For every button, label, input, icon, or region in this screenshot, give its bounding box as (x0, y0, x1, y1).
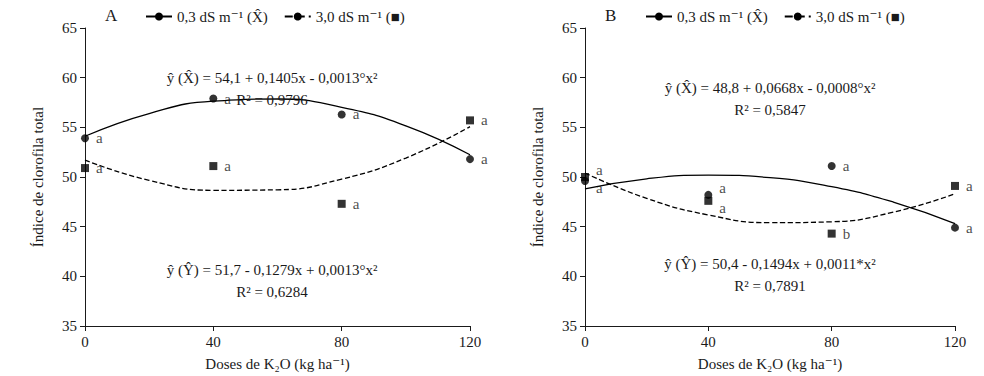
svg-text:B: B (605, 6, 616, 25)
svg-text:Índice de clorofila total: Índice de clorofila total (530, 107, 546, 247)
svg-text:35: 35 (562, 318, 577, 334)
svg-text:0,3 dS m⁻¹ (X̂): 0,3 dS m⁻¹ (X̂) (177, 9, 268, 26)
svg-text:50: 50 (62, 169, 77, 185)
svg-text:a: a (353, 196, 360, 212)
svg-text:a: a (719, 180, 726, 196)
svg-text:45: 45 (62, 219, 77, 235)
svg-text:40: 40 (701, 334, 716, 350)
svg-text:55: 55 (562, 119, 577, 135)
svg-text:ŷ (X̂) = 48,8 + 0,0668x - 0,00: ŷ (X̂) = 48,8 + 0,0668x - 0,0008°x² (665, 80, 876, 97)
svg-text:ŷ (Ŷ) = 51,7 - 0,1279x + 0,001: ŷ (Ŷ) = 51,7 - 0,1279x + 0,0013°x² (167, 262, 378, 279)
svg-text:a: a (96, 130, 103, 146)
svg-text:Doses de K₂O (kg ha⁻¹): Doses de K₂O (kg ha⁻¹) (205, 356, 349, 373)
svg-text:45: 45 (562, 219, 577, 235)
svg-text:a: a (96, 160, 103, 176)
svg-text:a: a (596, 162, 603, 178)
svg-text:ŷ (X̂) = 54,1 + 0,1405x - 0,00: ŷ (X̂) = 54,1 + 0,1405x - 0,0013°x² (167, 70, 378, 87)
svg-text:40: 40 (62, 268, 77, 284)
svg-text:R² = 0,5847: R² = 0,5847 (734, 102, 806, 118)
svg-text:80: 80 (334, 334, 349, 350)
svg-text:a: a (224, 158, 231, 174)
svg-text:a: a (596, 180, 603, 196)
svg-text:60: 60 (562, 70, 577, 86)
svg-text:80: 80 (824, 334, 839, 350)
svg-text:R² = 0,6284: R² = 0,6284 (236, 284, 308, 300)
svg-text:120: 120 (459, 334, 482, 350)
svg-text:a: a (353, 106, 360, 122)
svg-text:a: a (966, 178, 973, 194)
svg-text:3,0 dS m⁻¹ (■): 3,0 dS m⁻¹ (■) (816, 9, 905, 26)
svg-text:0: 0 (81, 334, 89, 350)
svg-text:a: a (481, 112, 488, 128)
svg-text:b: b (843, 226, 851, 242)
svg-text:120: 120 (944, 334, 967, 350)
svg-text:Doses de K₂O (kg ha⁻¹): Doses de K₂O (kg ha⁻¹) (698, 356, 842, 373)
svg-text:50: 50 (562, 169, 577, 185)
svg-text:40: 40 (562, 268, 577, 284)
svg-text:A: A (105, 6, 118, 25)
svg-text:65: 65 (562, 20, 577, 36)
svg-text:0: 0 (581, 334, 589, 350)
svg-text:40: 40 (206, 334, 221, 350)
svg-text:3,0 dS m⁻¹ (■): 3,0 dS m⁻¹ (■) (316, 9, 405, 26)
svg-text:a: a (966, 220, 973, 236)
svg-text:ŷ (Ŷ) = 50,4 - 0,1494x + 0,001: ŷ (Ŷ) = 50,4 - 0,1494x + 0,0011*x² (664, 256, 876, 273)
svg-text:a: a (719, 200, 726, 216)
svg-text:a: a (843, 158, 850, 174)
svg-text:0,3 dS m⁻¹ (X̂): 0,3 dS m⁻¹ (X̂) (677, 9, 768, 26)
svg-text:a: a (224, 91, 231, 107)
svg-text:60: 60 (62, 70, 77, 86)
svg-text:55: 55 (62, 119, 77, 135)
svg-text:Índice de clorofila total: Índice de clorofila total (30, 107, 46, 247)
svg-text:R² = 0,9796: R² = 0,9796 (236, 92, 308, 108)
svg-text:35: 35 (62, 318, 77, 334)
svg-text:R² = 0,7891: R² = 0,7891 (734, 278, 806, 294)
svg-text:65: 65 (62, 20, 77, 36)
svg-text:a: a (481, 151, 488, 167)
